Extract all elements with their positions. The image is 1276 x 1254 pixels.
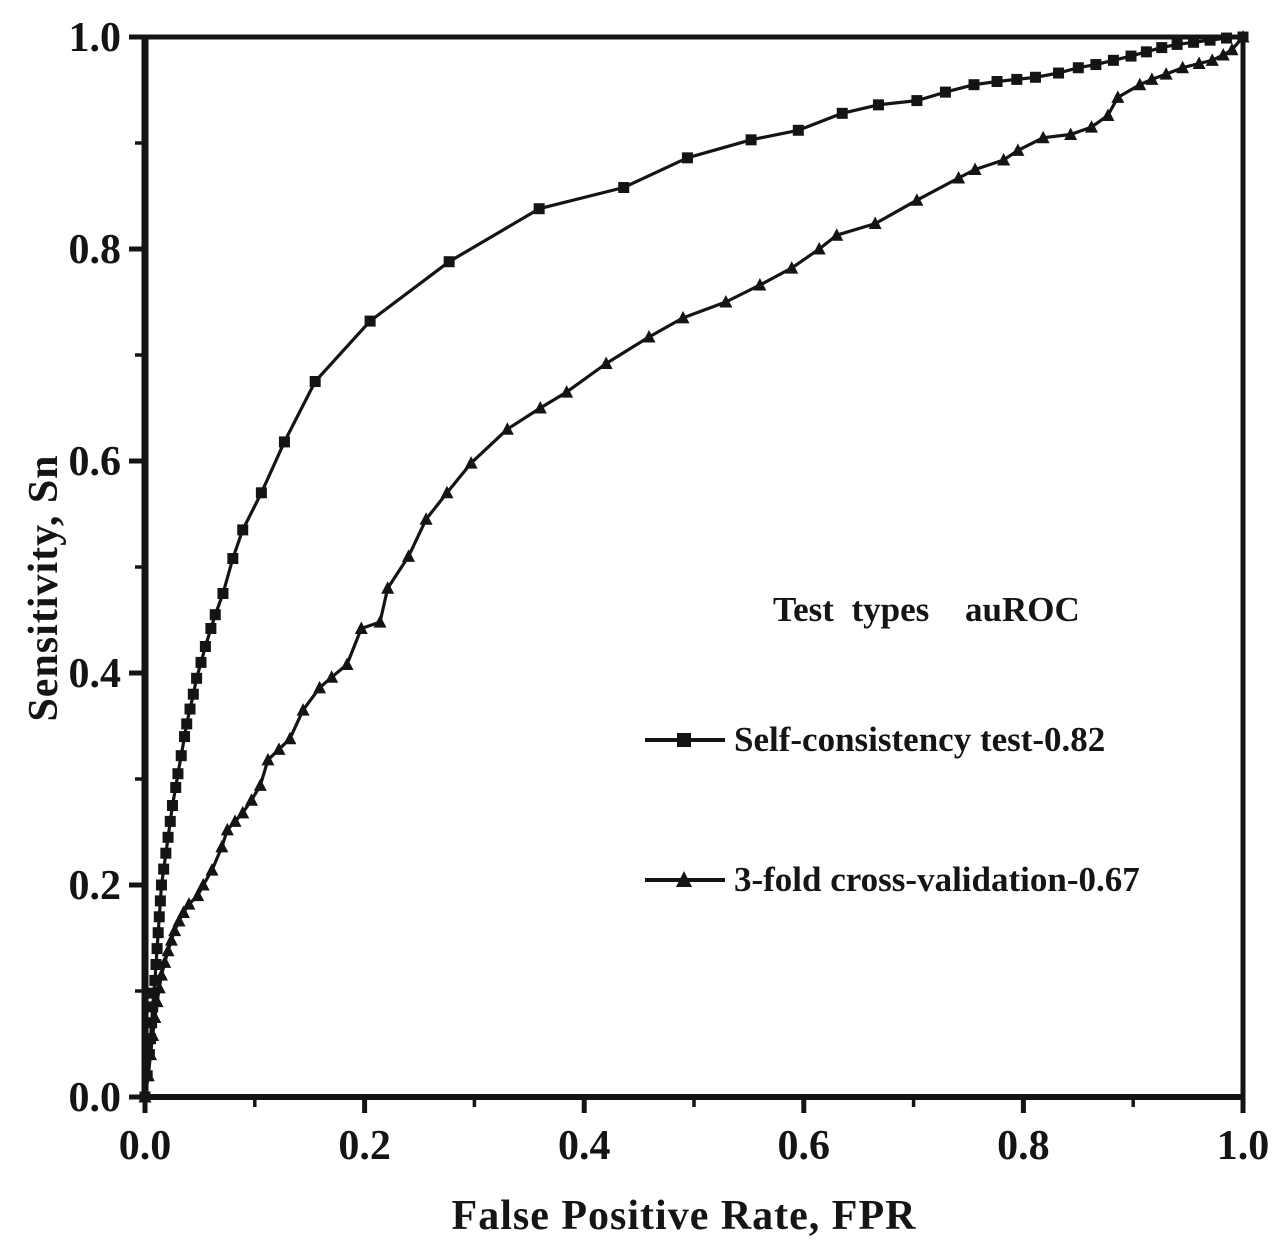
x-tick-label: 0.6 [778, 1123, 831, 1169]
plot-frame [142, 34, 1246, 1100]
x-tick-label: 0.0 [119, 1123, 172, 1169]
series-self-consistency [139, 31, 1249, 1103]
legend-item-self-consistency: Self-consistency test-0.82 [643, 718, 1105, 762]
triangle-up-marker-icon [645, 871, 725, 887]
y-tick-label: 0.8 [69, 227, 122, 273]
x-axis-label: False Positive Rate, FPR [451, 1193, 917, 1239]
square-marker-icon [645, 733, 725, 747]
legend-label-3fold-cv: 3-fold cross-validation-0.67 [734, 860, 1140, 899]
series-3fold-cv [138, 30, 1250, 1103]
x-tick-label: 0.4 [558, 1123, 611, 1169]
x-tick-label: 0.2 [338, 1123, 391, 1169]
y-tick-label: 0.6 [69, 439, 122, 485]
axis-ticks: 0.0 0.2 0.4 0.6 0.8 1.0 0.0 0.2 0.4 0.6 0.8 1.0 [69, 15, 1270, 1169]
x-tick-label: 0.8 [997, 1123, 1050, 1169]
x-tick-label: 1.0 [1217, 1123, 1270, 1169]
y-tick-label: 0.4 [69, 651, 122, 697]
legend-header-test-types: Test types [773, 590, 930, 629]
y-tick-label: 0.0 [69, 1075, 122, 1121]
y-axis-label: Sensitivity, Sn [21, 454, 67, 722]
legend-label-self-consistency: Self-consistency test-0.82 [734, 720, 1106, 759]
legend-header-auroc: auROC [965, 590, 1080, 629]
y-tick-label: 0.2 [69, 863, 122, 909]
legend-item-3fold-cv: 3-fold cross-validation-0.67 [643, 858, 1140, 902]
y-tick-label: 1.0 [69, 15, 122, 61]
